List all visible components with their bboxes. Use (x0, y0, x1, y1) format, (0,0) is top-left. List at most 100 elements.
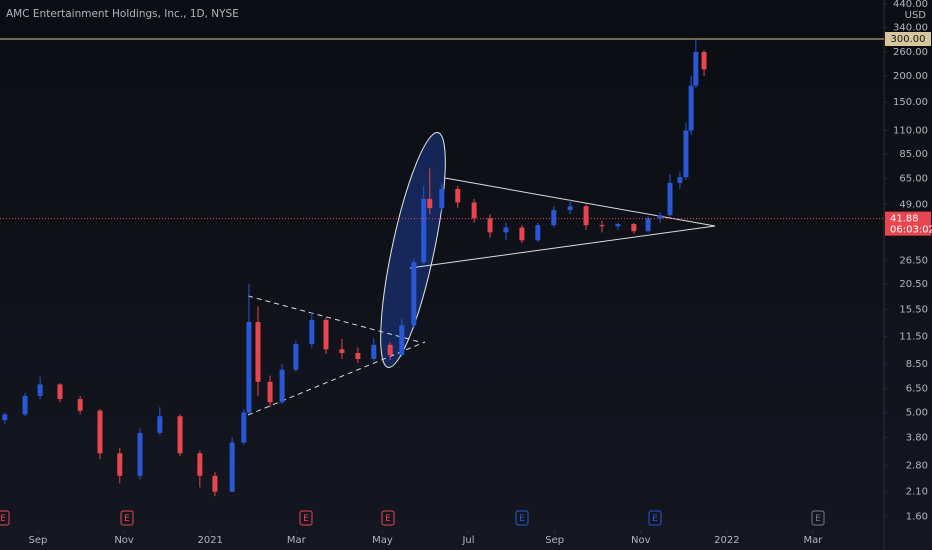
candle-body (455, 188, 461, 203)
candle-body (246, 321, 252, 413)
x-tick-label: Nov (114, 535, 134, 546)
highlight-ellipse (380, 132, 446, 368)
y-tick-label: 8.50 (906, 359, 928, 370)
y-tick-label: 20.50 (899, 279, 928, 290)
candle-body (645, 218, 651, 232)
candle-body (255, 321, 261, 382)
triangle-lower (409, 225, 716, 269)
y-tick-label: 260.00 (893, 47, 928, 58)
x-tick-label: Jul (461, 535, 474, 546)
candle-body (411, 262, 417, 326)
x-tick-label: Sep (29, 535, 48, 546)
y-tick-label: 2.80 (906, 460, 928, 471)
candle-body (399, 325, 405, 355)
y-tick-label: 11.50 (899, 332, 928, 343)
candle-body (427, 198, 433, 209)
horizontal-line-label-box (885, 31, 931, 46)
candle-body (267, 381, 273, 403)
x-tick-label: Mar (804, 535, 824, 546)
y-tick-label: 6.50 (906, 384, 928, 395)
earnings-label: E (385, 514, 391, 524)
x-tick-label: Sep (545, 535, 564, 546)
candle-body (387, 344, 393, 355)
x-tick-label: 2022 (714, 535, 739, 546)
y-tick-label: 15.50 (899, 304, 928, 315)
horizontal-line-label: 300.00 (891, 34, 926, 45)
candle-body (339, 349, 345, 354)
candle-body (667, 182, 673, 216)
pennant-lower (247, 341, 426, 416)
candle-body (77, 399, 83, 411)
candle-body (293, 343, 299, 370)
candle-body (439, 188, 445, 209)
candle-body (2, 414, 8, 421)
candle-body (688, 85, 694, 131)
x-tick-label: Mar (287, 535, 307, 546)
candle-body (487, 218, 493, 233)
earnings-icon (515, 510, 529, 526)
candle-body (241, 412, 247, 443)
x-tick-label: 2021 (197, 535, 222, 546)
earnings-label: E (124, 514, 130, 524)
candle-body (657, 215, 663, 219)
candle-body (177, 416, 183, 454)
candle-body (157, 416, 163, 433)
candle-body (693, 52, 699, 86)
pennant-upper (247, 295, 421, 343)
y-tick-label: 26.50 (899, 255, 928, 266)
earnings-label: E (815, 514, 821, 524)
candles (2, 38, 707, 497)
y-tick-label: 5.00 (906, 408, 928, 419)
candle-body (519, 227, 525, 241)
x-tick-label: Nov (631, 535, 651, 546)
candle-body (212, 475, 218, 492)
candle-body (551, 210, 557, 226)
y-tick-label: 2.10 (906, 487, 928, 498)
candle-body (471, 202, 477, 219)
candle-body (97, 410, 103, 454)
y-tick-label: 110.00 (893, 126, 928, 137)
y-tick-label: 3.80 (906, 433, 928, 444)
candle-body (567, 206, 573, 211)
earnings-icon (648, 510, 662, 526)
candle-body (535, 225, 541, 241)
candle-body (615, 223, 621, 227)
candle-body (197, 453, 203, 476)
y-tick-label: 85.00 (899, 149, 928, 160)
drawings (247, 132, 716, 416)
y-tick-label: 340.00 (893, 23, 928, 34)
y-tick-label: 200.00 (893, 71, 928, 82)
y-tick-label: 1.60 (906, 512, 928, 523)
triangle-upper (444, 177, 716, 227)
candle-body (631, 223, 637, 232)
earnings-icon (381, 510, 395, 526)
candle-body (309, 319, 315, 344)
earnings-label: E (0, 514, 6, 524)
candle-body (323, 319, 329, 350)
candle-body (599, 225, 605, 227)
currency: USD (905, 10, 927, 21)
chart-title: AMC Entertainment Holdings, Inc., 1D, NY… (6, 8, 239, 20)
candle-body (677, 177, 683, 183)
candle-body (503, 227, 509, 233)
earnings-icon (0, 510, 10, 526)
last-price-box (885, 211, 931, 236)
y-tick-label: 150.00 (893, 97, 928, 108)
candle-body (117, 453, 123, 476)
candle-body (421, 198, 427, 263)
earnings-icon (120, 510, 134, 526)
x-tick-label: May (372, 535, 393, 546)
candle-body (279, 369, 285, 403)
y-tick-label: 65.00 (899, 174, 928, 185)
candle-body (701, 52, 707, 70)
earnings-icon (811, 510, 825, 526)
candle-body (229, 442, 235, 492)
candle-body (583, 206, 589, 226)
earnings-label: E (303, 514, 309, 524)
last-price-label: 41.88 (890, 214, 919, 225)
y-tick-label: 49.00 (899, 199, 928, 210)
candle-body (371, 344, 377, 359)
